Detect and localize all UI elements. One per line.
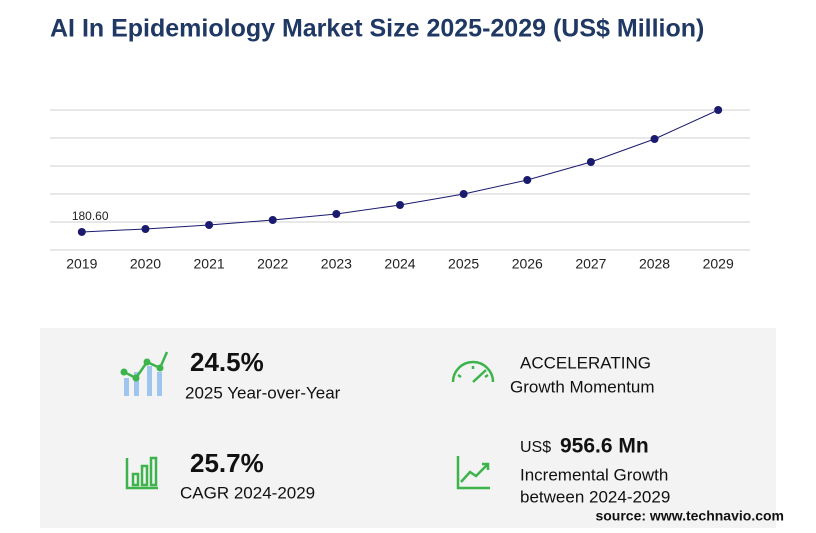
x-tick-label: 2021 bbox=[194, 256, 225, 272]
stat-value: 25.7% bbox=[190, 448, 264, 478]
x-tick-label: 2022 bbox=[257, 256, 288, 272]
x-tick-label: 2019 bbox=[66, 256, 97, 272]
point bbox=[332, 210, 341, 218]
stat-value: 956.6 Mn bbox=[560, 435, 649, 458]
stat-label: Incremental Growth bbox=[520, 465, 668, 484]
x-tick-label: 2027 bbox=[575, 256, 606, 272]
stat-value: 24.5% bbox=[190, 347, 264, 377]
point bbox=[396, 201, 404, 209]
x-tick-label: 2029 bbox=[703, 256, 734, 272]
icon-cagr bbox=[125, 456, 158, 490]
point bbox=[268, 216, 277, 224]
stat-label: Growth Momentum bbox=[510, 377, 655, 396]
x-tick-label: 2025 bbox=[448, 256, 479, 272]
x-tick-label: 2024 bbox=[384, 256, 415, 272]
icon-momentum bbox=[451, 360, 495, 383]
x-tick-label: 2020 bbox=[130, 256, 161, 272]
point bbox=[459, 190, 468, 198]
x-tick-label: 2023 bbox=[321, 256, 352, 272]
chart-title: AI In Epidemiology Market Size 2025-2029… bbox=[50, 15, 704, 43]
data-label: 180.60 bbox=[72, 209, 109, 223]
icon-yoy bbox=[120, 351, 169, 396]
point bbox=[77, 227, 86, 236]
point bbox=[141, 225, 150, 233]
x-tick-label: 2026 bbox=[512, 256, 543, 272]
point bbox=[650, 135, 659, 143]
stat-label: CAGR 2024-2029 bbox=[180, 483, 315, 502]
stat-prefix: US$ bbox=[520, 439, 551, 456]
line bbox=[81, 109, 719, 233]
point bbox=[586, 158, 595, 166]
point bbox=[205, 221, 214, 229]
stat-label: 2025 Year-over-Year bbox=[185, 383, 341, 402]
x-tick-label: 2028 bbox=[639, 256, 670, 272]
point bbox=[714, 106, 723, 114]
stat-value: ACCELERATING bbox=[520, 353, 651, 372]
point bbox=[523, 176, 532, 184]
icon-incremental bbox=[456, 456, 490, 490]
stat-label: between 2024-2029 bbox=[520, 487, 670, 506]
source: source: www.technavio.com bbox=[595, 508, 784, 524]
